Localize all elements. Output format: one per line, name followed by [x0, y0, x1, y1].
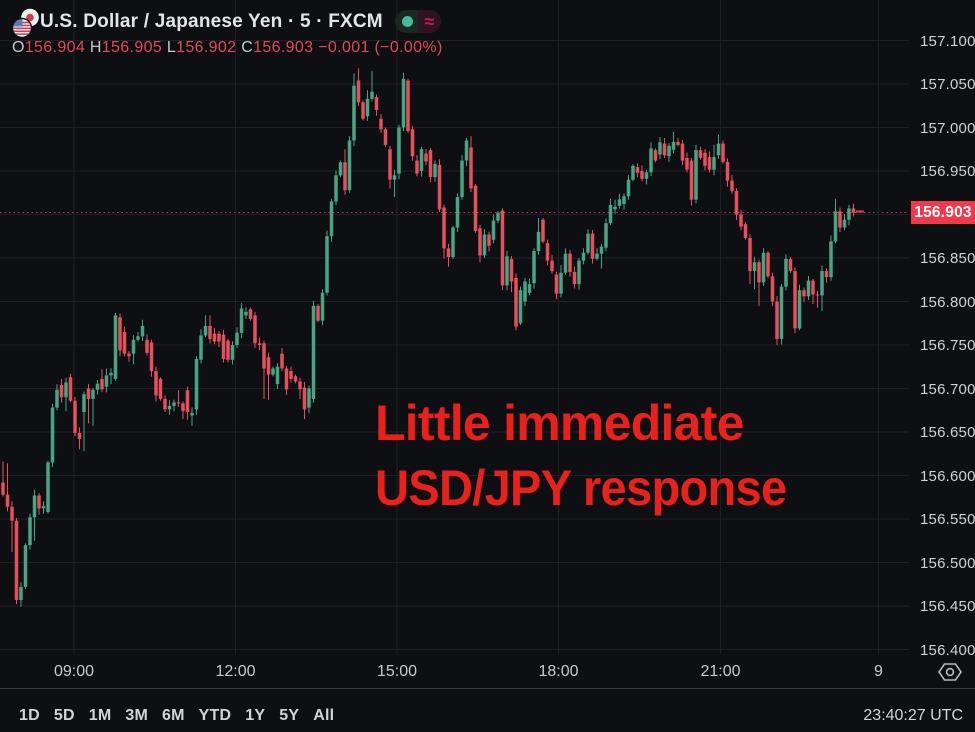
svg-text:≈: ≈	[425, 12, 435, 32]
